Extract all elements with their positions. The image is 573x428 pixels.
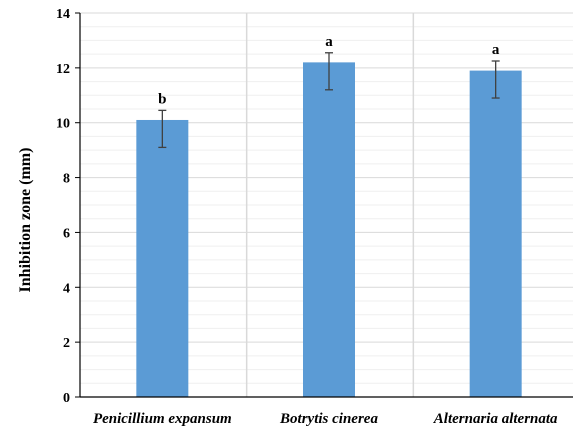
y-tick-label: 8 [63,172,70,187]
bar [469,70,522,397]
y-axis-title: Inhibition zone (mm) [17,148,34,293]
bar [136,119,189,397]
bar [303,62,355,397]
category-label: Penicillium expansum [93,411,232,427]
bars-layer [136,52,522,397]
significance-letter: b [158,91,166,107]
category-label: Botrytis cinerea [279,411,378,427]
y-tick-label: 4 [63,281,70,296]
y-tick-label: 12 [56,62,70,77]
significance-letter: a [492,42,500,58]
y-tick-label: 6 [63,226,70,241]
error-bar [491,60,500,99]
error-bar [325,52,333,91]
error-bar [158,109,167,149]
labels-layer: b Penicillium expansum a Botrytis cinerea a A… [56,7,558,427]
significance-letter: a [325,34,333,50]
y-tick-label: 0 [63,391,70,406]
category-label: Alternaria alternata [433,411,558,427]
y-tick-label: 10 [56,117,70,132]
y-tick-label: 14 [56,7,70,22]
axes-layer [75,12,573,398]
y-tick-label: 2 [63,336,70,351]
